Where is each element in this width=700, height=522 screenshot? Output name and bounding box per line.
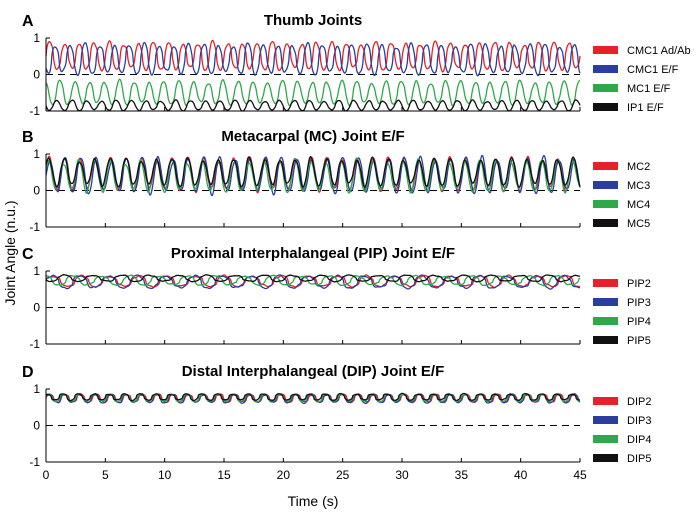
series-line-pip3	[45, 274, 581, 290]
panel-title: Thumb Joints	[264, 12, 362, 29]
x-tick-label: 30	[395, 468, 409, 482]
panel-letter: C	[22, 246, 34, 263]
x-tick-label: 25	[336, 468, 350, 482]
series-line-pip5	[45, 274, 581, 283]
y-tick-label: 1	[33, 147, 40, 161]
legend-label: DIP4	[627, 434, 651, 446]
legend-label: DIP2	[627, 396, 651, 408]
legend-label: CMC1 E/F	[627, 64, 679, 76]
series-line-dip5	[45, 392, 581, 402]
x-tick-label: 0	[43, 468, 50, 482]
y-tick-label: 0	[33, 301, 40, 315]
panel-c: C Proximal Interphalangeal (PIP) Joint E/…	[22, 245, 651, 351]
legend-swatch	[593, 397, 618, 405]
x-axis-label: Time (s)	[288, 493, 339, 509]
panel-letter: A	[22, 13, 34, 30]
y-tick-label: -1	[29, 220, 40, 234]
y-tick-label: 1	[33, 31, 40, 45]
legend-swatch	[593, 46, 618, 54]
legend-label: IP1 E/F	[627, 102, 664, 114]
legend-label: PIP3	[627, 297, 651, 309]
legend-label: MC5	[627, 218, 650, 230]
panel-d: D Distal Interphalangeal (DIP) Joint E/F 1…	[22, 363, 651, 482]
legend-label: MC4	[627, 199, 650, 211]
legend-swatch	[593, 416, 618, 424]
panel-letter: D	[22, 364, 34, 381]
legend-label: PIP5	[627, 335, 651, 347]
panel-a: A Thumb Joints 1 0 -1 CMC1 Ad/Ab CMC1 E/F MC1 E…	[22, 12, 691, 118]
legend-swatch	[593, 219, 618, 227]
y-axis-label: Joint Angle (n.u.)	[2, 200, 18, 305]
series-line-cmc1-ad-ab	[45, 39, 581, 73]
legend-swatch	[593, 298, 618, 306]
series-line-mc1-e-f	[45, 78, 581, 107]
panel-title: Metacarpal (MC) Joint E/F	[221, 128, 404, 145]
legend-label: MC3	[627, 180, 650, 192]
legend-label: DIP5	[627, 453, 651, 465]
panel-letter: B	[22, 129, 34, 146]
legend-label: CMC1 Ad/Ab	[627, 45, 691, 57]
y-tick-label: 0	[33, 68, 40, 82]
y-tick-label: 1	[33, 264, 40, 278]
legend-swatch	[593, 200, 618, 208]
x-tick-label: 5	[102, 468, 109, 482]
y-tick-label: -1	[29, 455, 40, 469]
legend-swatch	[593, 317, 618, 325]
panel-title: Proximal Interphalangeal (PIP) Joint E/F	[171, 245, 455, 262]
legend-label: MC1 E/F	[627, 83, 671, 95]
panel-title: Distal Interphalangeal (DIP) Joint E/F	[182, 363, 445, 380]
x-tick-label: 40	[514, 468, 528, 482]
x-tick-label: 10	[158, 468, 172, 482]
series-line-cmc1-e-f	[45, 41, 581, 77]
legend-swatch	[593, 181, 618, 189]
y-tick-label: -1	[29, 337, 40, 351]
x-tick-label: 15	[217, 468, 231, 482]
x-tick-label: 35	[455, 468, 469, 482]
y-tick-label: 0	[33, 184, 40, 198]
legend-label: PIP4	[627, 316, 651, 328]
legend-swatch	[593, 84, 618, 92]
legend-swatch	[593, 103, 618, 111]
legend-label: MC2	[627, 161, 650, 173]
panel-b: B Metacarpal (MC) Joint E/F 1 0 -1 MC2 MC3 MC4 M…	[22, 128, 650, 234]
series-line-mc5	[45, 155, 581, 188]
y-tick-label: 1	[33, 382, 40, 396]
series-line-ip1-e-f	[45, 99, 581, 112]
x-tick-label: 45	[573, 468, 587, 482]
legend-swatch	[593, 336, 618, 344]
legend-swatch	[593, 454, 618, 462]
legend-swatch	[593, 65, 618, 73]
y-tick-label: 0	[33, 419, 40, 433]
legend-swatch	[593, 435, 618, 443]
legend-label: PIP2	[627, 278, 651, 290]
series-line-pip4	[45, 274, 581, 287]
x-tick-label: 20	[277, 468, 291, 482]
legend-swatch	[593, 279, 618, 287]
legend-swatch	[593, 162, 618, 170]
legend-label: DIP3	[627, 415, 651, 427]
y-tick-label: -1	[29, 104, 40, 118]
